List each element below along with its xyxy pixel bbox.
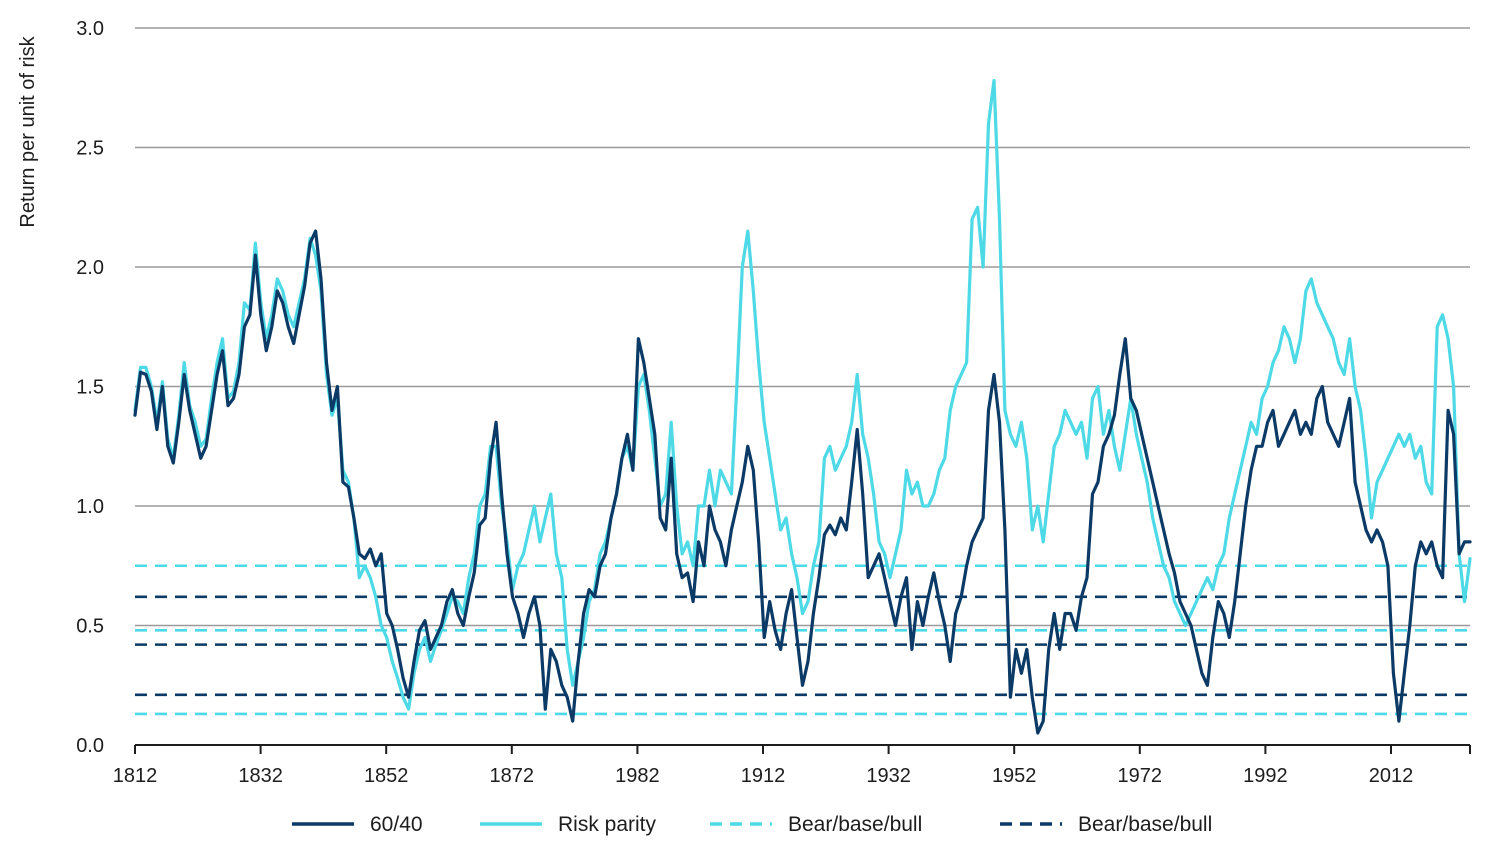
y-tick-label: 1.5	[76, 377, 104, 399]
y-tick-label: 2.0	[76, 257, 104, 279]
x-tick-label: 1982	[615, 765, 660, 787]
y-tick-label: 0.0	[76, 735, 104, 757]
x-tick-label: 1952	[992, 765, 1037, 787]
y-tick-label: 0.5	[76, 616, 104, 638]
series-lines	[133, 79, 1472, 735]
legend-label: Bear/base/bull	[1078, 813, 1212, 836]
x-tick-label: 1912	[741, 765, 786, 787]
legend-label: 60/40	[370, 813, 423, 836]
y-tick-label: 3.0	[76, 18, 104, 40]
series-line-risk-parity	[133, 79, 1472, 711]
axes: 0.0 0.5 1.0 1.5 2.0 2.5 3.0 1812 1832 1852 1872 198…	[76, 18, 1471, 787]
gridlines	[135, 27, 1470, 627]
x-tick-label: 1812	[113, 765, 158, 787]
legend-label: Risk parity	[558, 813, 657, 836]
legend-label: Bear/base/bull	[788, 813, 922, 836]
series-line-sixty-forty	[133, 229, 1472, 735]
y-tick-label: 2.5	[76, 138, 104, 160]
x-tick-label: 1932	[866, 765, 911, 787]
x-tick-label: 2012	[1369, 765, 1414, 787]
y-axis-title: Return per unit of risk	[17, 35, 39, 227]
x-tick-label: 1832	[238, 765, 283, 787]
x-tick-label: 1992	[1243, 765, 1288, 787]
legend: 60/40 Risk parity Bear/base/bull Bear/base/…	[292, 813, 1212, 836]
y-tick-label: 1.0	[76, 496, 104, 518]
x-tick-label: 1852	[364, 765, 409, 787]
x-tick-label: 1972	[1118, 765, 1163, 787]
x-tick-label: 1872	[490, 765, 535, 787]
reference-lines	[135, 564, 1470, 716]
